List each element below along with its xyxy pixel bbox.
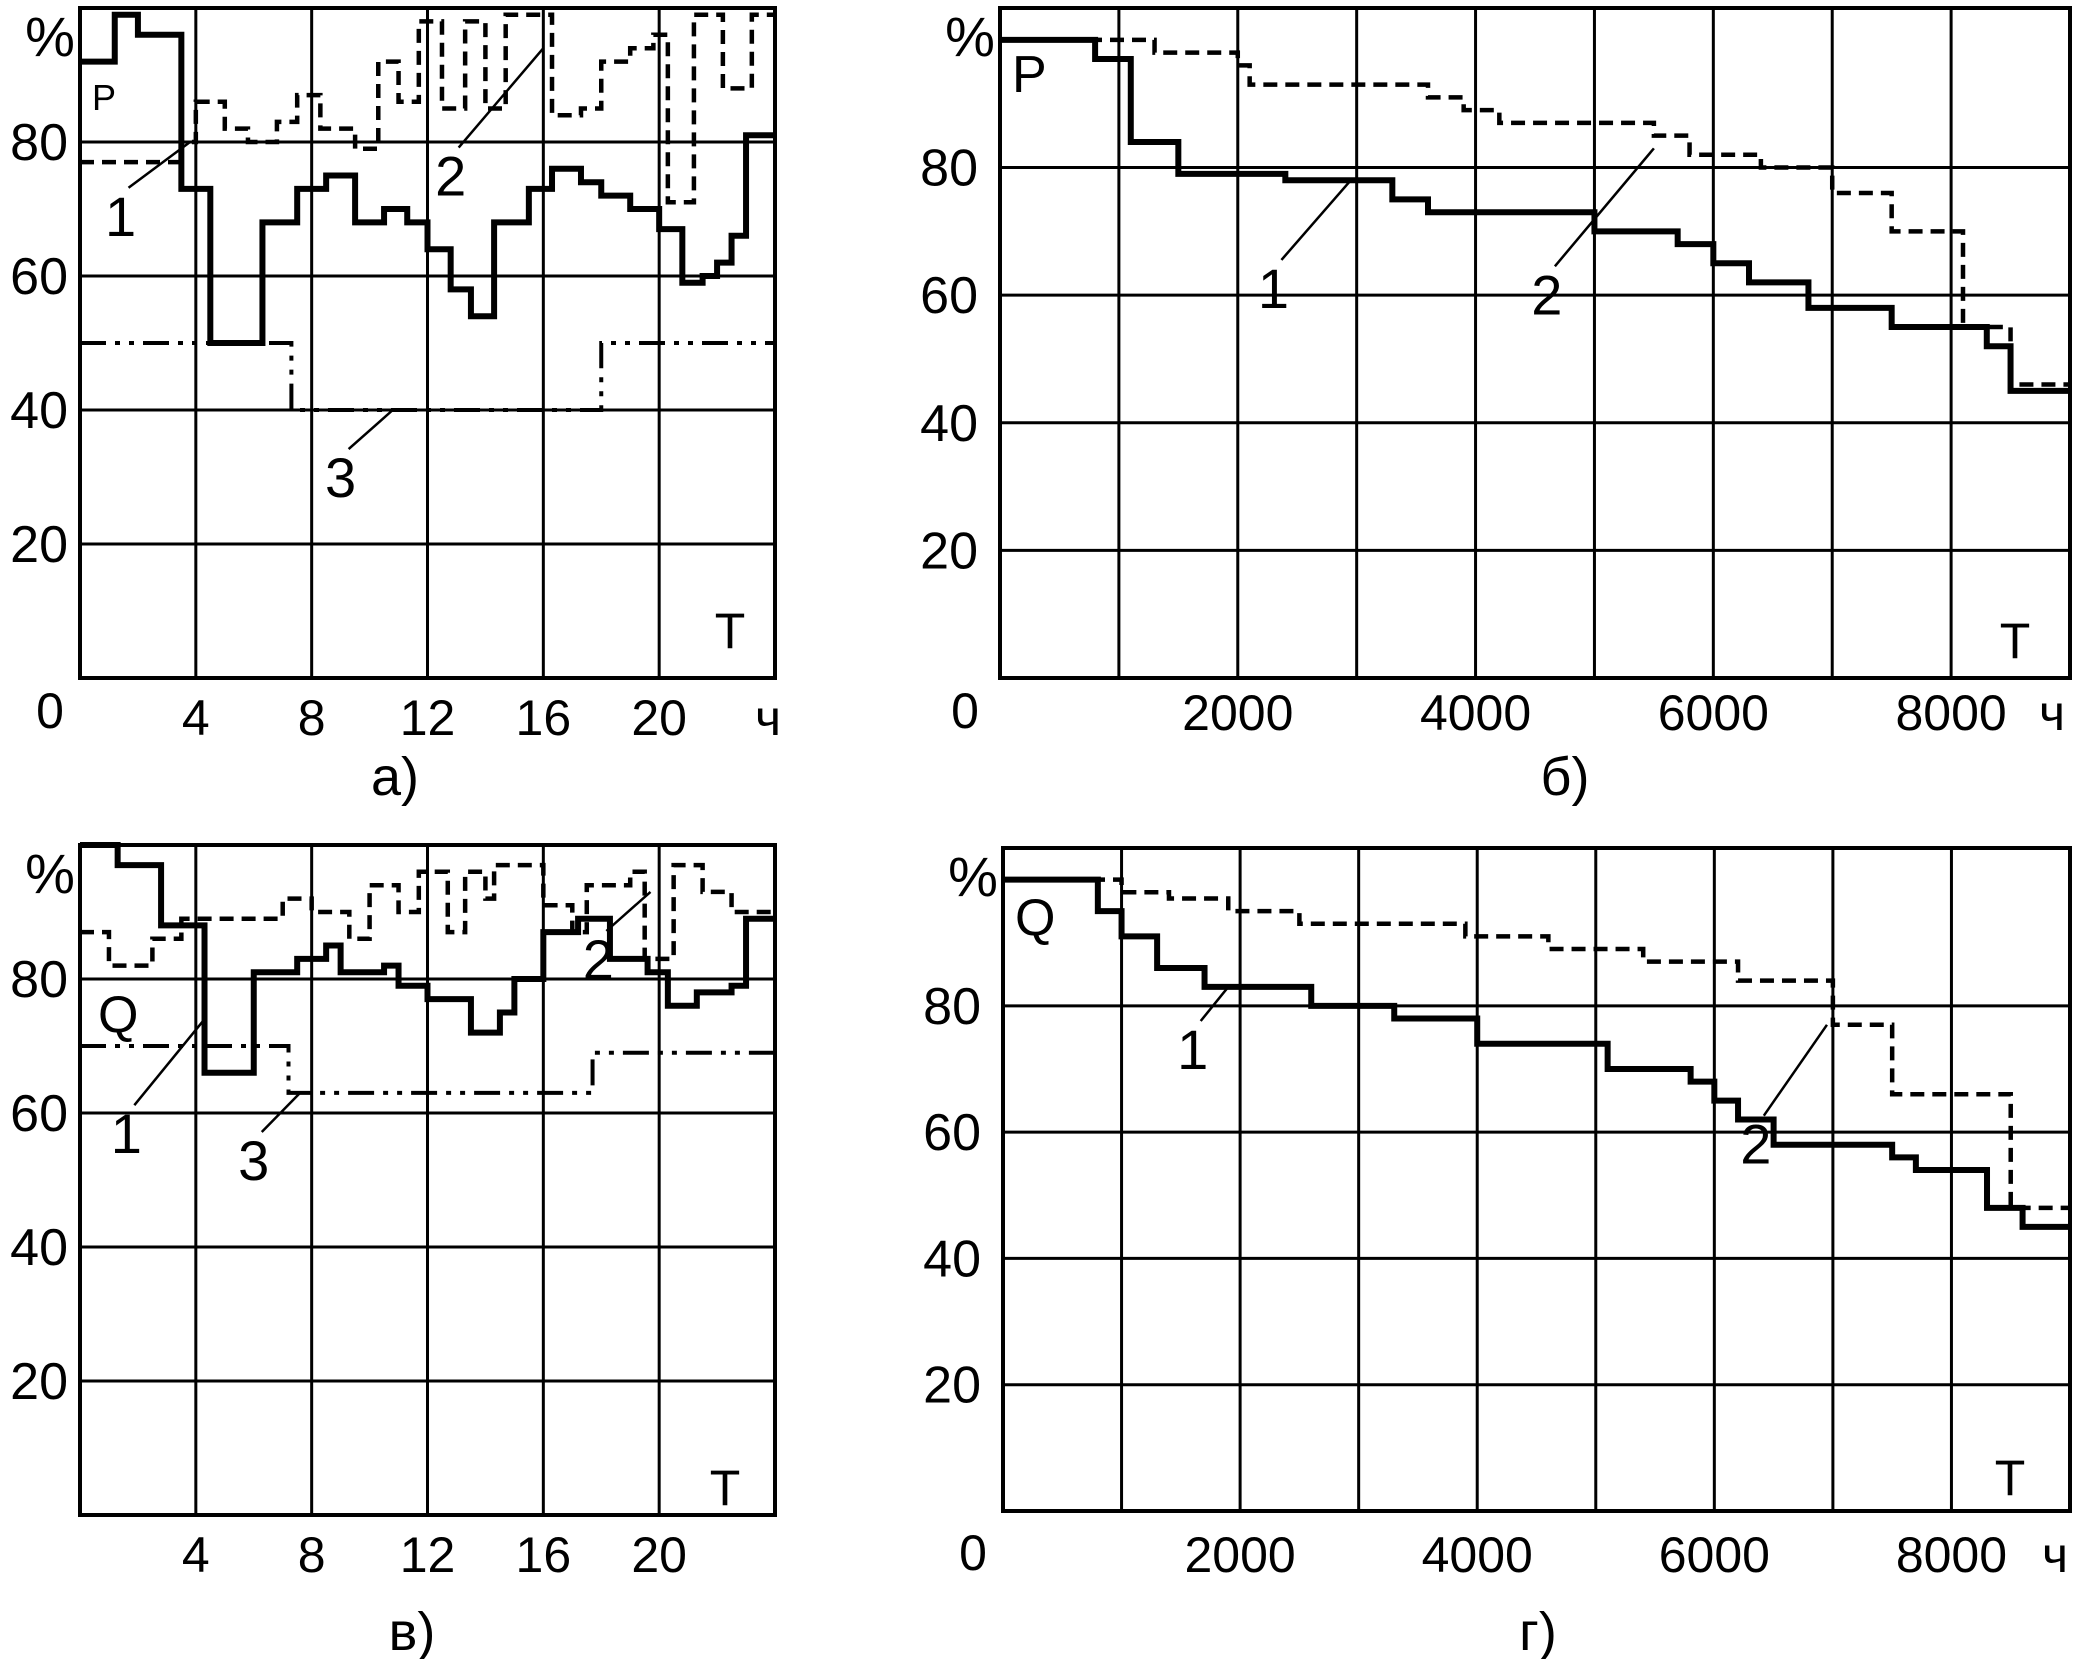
- callout-leader: [1553, 147, 1655, 268]
- plot-frame: [998, 6, 2072, 680]
- y-tick-label: 60: [920, 267, 978, 325]
- series-line-3: [80, 1044, 775, 1095]
- x-unit-label: ч: [755, 690, 781, 746]
- x-tick-label: 4: [182, 690, 210, 746]
- x-tick-label: 20: [631, 690, 687, 746]
- y-unit-label: %: [25, 5, 75, 68]
- x-tick-label: 4: [182, 1527, 210, 1583]
- callout-leader: [347, 409, 394, 451]
- chart-caption: б): [1541, 747, 1590, 807]
- corner-label: Q: [98, 986, 138, 1044]
- series-line-1: [80, 842, 775, 1076]
- y-tick-label: 80: [923, 978, 981, 1036]
- y-tick-label: 40: [923, 1230, 981, 1288]
- series-callout-label: 2: [1740, 1113, 1771, 1176]
- y-tick-label: 40: [10, 1219, 68, 1277]
- x-axis-name: T: [710, 1460, 741, 1516]
- corner-label: Q: [1015, 889, 1055, 947]
- series-line-1: [1003, 876, 2070, 1230]
- x-tick-label: 2000: [1182, 685, 1293, 741]
- y-unit-label: %: [945, 5, 995, 68]
- series-line-2: [1000, 37, 2070, 387]
- x-tick-label: 6000: [1658, 685, 1769, 741]
- y-tick-label: 40: [10, 382, 68, 440]
- y-tick-label: 80: [920, 140, 978, 198]
- x-tick-label: 8000: [1896, 1527, 2007, 1583]
- callout-leader: [260, 1092, 301, 1133]
- x-tick-label: 8: [298, 1527, 326, 1583]
- y-unit-label: %: [25, 842, 75, 905]
- y-tick-label: 80: [10, 114, 68, 172]
- series-line-1: [1000, 36, 2070, 394]
- callout-leader: [1762, 1024, 1828, 1117]
- chart-caption: в): [389, 1602, 436, 1659]
- callout-leader: [133, 1018, 206, 1106]
- chart-b: 20 40 60 80% 2000 4000 6000 8000 0 чT Pб) 1 2: [920, 5, 2072, 807]
- x-tick-label: 4000: [1422, 1527, 1533, 1583]
- series-callout-label: 1: [111, 1102, 142, 1165]
- chart-caption: г): [1519, 1602, 1557, 1659]
- x-tick-label: 16: [516, 1527, 572, 1583]
- x-unit-label: ч: [2042, 1527, 2068, 1583]
- series-line-1: [80, 11, 775, 346]
- series-line-2: [80, 12, 775, 205]
- y-tick-label: 20: [920, 522, 978, 580]
- plot-frame: [78, 843, 777, 1517]
- callout-leader: [457, 47, 545, 149]
- y-tick-label: 60: [10, 1085, 68, 1143]
- x-tick-label: 2000: [1184, 1527, 1295, 1583]
- y-tick-label: 60: [923, 1104, 981, 1162]
- x-tick-label: 16: [516, 690, 572, 746]
- y-tick-label: 40: [920, 395, 978, 453]
- y-tick-label: 60: [10, 248, 68, 306]
- series-callout-label: 1: [1177, 1018, 1208, 1081]
- series-line-2: [1003, 877, 2070, 1211]
- chart-g: 20 40 60 80% 2000 4000 6000 8000 0 чT Qг) 1 2: [923, 845, 2072, 1659]
- series-callout-label: 1: [105, 185, 136, 248]
- x-tick-label: 12: [400, 1527, 456, 1583]
- y-tick-label: 20: [10, 516, 68, 574]
- origin-label: 0: [951, 683, 979, 739]
- x-axis-name: T: [2000, 613, 2031, 669]
- plot-frame: [1001, 846, 2072, 1513]
- y-unit-label: %: [948, 845, 998, 908]
- x-tick-label: 4000: [1420, 685, 1531, 741]
- y-tick-label: 20: [923, 1357, 981, 1415]
- series-callout-label: 2: [1531, 263, 1562, 326]
- x-axis-name: T: [1995, 1450, 2026, 1506]
- callout-leader: [1199, 986, 1230, 1022]
- series-line-2: [80, 862, 775, 968]
- series-callout-label: 1: [1258, 257, 1289, 320]
- chart-caption: а): [371, 747, 419, 807]
- callout-leader: [1280, 179, 1352, 261]
- callout-leader: [605, 890, 652, 932]
- x-tick-label: 20: [631, 1527, 687, 1583]
- origin-label: 0: [36, 683, 64, 739]
- origin-label: 0: [959, 1525, 987, 1581]
- series-callout-label: 3: [238, 1129, 269, 1192]
- x-axis-name: T: [715, 603, 746, 659]
- y-tick-label: 80: [10, 951, 68, 1009]
- series-callout-label: 2: [435, 145, 466, 208]
- corner-label: P: [92, 77, 116, 118]
- series-callout-label: 3: [325, 446, 356, 509]
- corner-label: P: [1012, 46, 1047, 104]
- x-unit-label: ч: [2039, 685, 2065, 741]
- series-callout-label: 2: [583, 928, 614, 991]
- series-line-3: [80, 341, 775, 412]
- x-tick-label: 8: [298, 690, 326, 746]
- y-tick-label: 20: [10, 1353, 68, 1411]
- x-tick-label: 8000: [1895, 685, 2006, 741]
- x-tick-label: 12: [400, 690, 456, 746]
- x-tick-label: 6000: [1659, 1527, 1770, 1583]
